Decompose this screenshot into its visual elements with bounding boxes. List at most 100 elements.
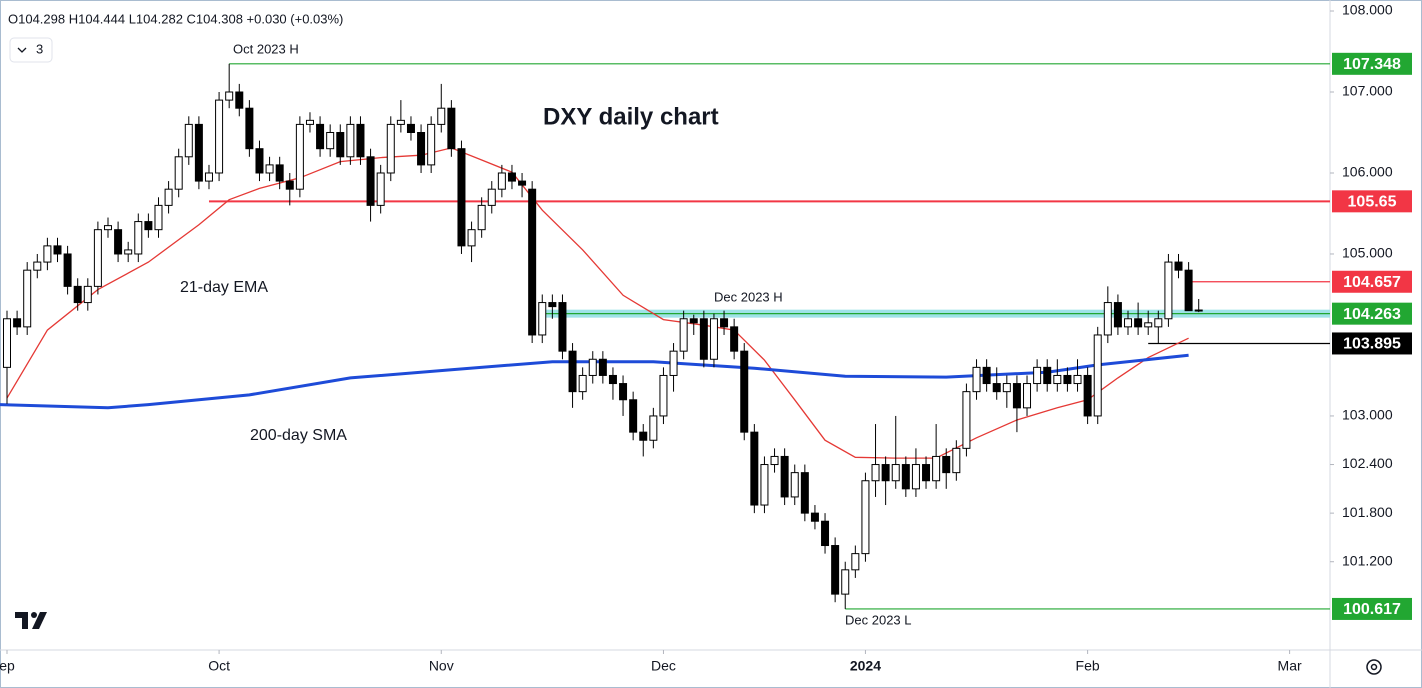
- candle-body: [619, 383, 628, 401]
- ema-label: 21-day EMA: [180, 279, 268, 296]
- candle-body: [497, 172, 506, 190]
- candle-body: [1134, 318, 1143, 328]
- x-tick-label: Nov: [429, 658, 454, 674]
- candle-body: [13, 318, 22, 328]
- candle-body: [33, 261, 42, 271]
- price-label-box: [1332, 332, 1412, 355]
- x-tick-label: Oct: [208, 658, 230, 674]
- ma-line: [6, 147, 1189, 459]
- price-label-box: [1332, 597, 1412, 620]
- candle-body: [215, 99, 224, 174]
- candle-body: [669, 350, 678, 376]
- candle-body: [1194, 309, 1203, 312]
- y-tick-label: 103.000: [1342, 407, 1393, 423]
- annotation: Dec 2023 H: [714, 289, 783, 304]
- x-tick-label: 2024: [850, 658, 881, 674]
- candle-body: [730, 326, 739, 352]
- overlay: O104.298 H104.444 L104.282 C104.308 +0.0…: [8, 11, 1382, 675]
- candle-body: [528, 188, 537, 336]
- y-tick-label: 101.800: [1342, 504, 1393, 520]
- candle-body: [245, 107, 254, 150]
- candle-body: [265, 164, 274, 174]
- candle-body: [295, 123, 304, 190]
- candle-body: [255, 148, 264, 174]
- candle-body: [1124, 318, 1133, 328]
- x-tick-label: Dec: [651, 658, 676, 674]
- y-tick-label: 105.000: [1342, 245, 1393, 261]
- annotation: Oct 2023 H: [233, 41, 299, 56]
- y-tick-label: 106.000: [1342, 164, 1393, 180]
- candle-body: [760, 464, 769, 506]
- candle-body: [1144, 322, 1153, 328]
- candle-body: [417, 131, 426, 166]
- candle-body: [144, 221, 153, 231]
- candle-body: [578, 374, 587, 393]
- x-tick-label: Feb: [1076, 658, 1100, 674]
- candle-body: [1033, 366, 1042, 385]
- price-label: 105.65: [1348, 194, 1397, 211]
- candle-body: [1073, 374, 1082, 385]
- candle-body: [204, 172, 213, 182]
- candle-body: [740, 350, 749, 433]
- candle-body: [366, 156, 375, 206]
- candle-body: [982, 366, 991, 385]
- candle-body: [770, 455, 779, 466]
- candle-body: [851, 553, 860, 571]
- candle-body: [164, 188, 173, 206]
- candle-body: [598, 358, 607, 376]
- annotation: Dec 2023 L: [845, 612, 912, 627]
- candle-body: [901, 464, 910, 490]
- candle-body: [911, 464, 920, 490]
- indicator-count: 3: [36, 41, 43, 56]
- candle-body: [43, 245, 52, 263]
- chevron-icon: [17, 47, 27, 53]
- price-label-box: [1332, 190, 1412, 213]
- candle-body: [346, 123, 355, 158]
- candle-body: [568, 350, 577, 393]
- candle-body: [184, 123, 193, 158]
- candle-body: [821, 520, 830, 547]
- candle-body: [518, 180, 527, 186]
- candle-body: [1053, 374, 1062, 385]
- indicator-toggle[interactable]: [9, 37, 53, 63]
- candle-body: [326, 131, 335, 150]
- x-tick-label: Mar: [1278, 658, 1302, 674]
- price-label-box: [1332, 52, 1412, 75]
- candle-body: [841, 569, 850, 595]
- candle-body: [952, 447, 961, 474]
- candle-body: [477, 204, 486, 231]
- y-tick-label: 108.000: [1342, 2, 1393, 18]
- candle-body: [679, 318, 688, 352]
- candle-body: [659, 374, 668, 417]
- candle-body: [427, 123, 436, 166]
- candle-body: [63, 253, 72, 287]
- candle-body: [356, 123, 365, 158]
- x-tick-label: ep: [0, 658, 15, 674]
- candle-body: [972, 366, 981, 393]
- candle-body: [1174, 261, 1183, 271]
- candle-body: [1113, 302, 1122, 328]
- candle-body: [285, 180, 294, 190]
- candle-body: [922, 464, 931, 482]
- candle-body: [154, 204, 163, 231]
- y-tick-label: 107.000: [1342, 83, 1393, 99]
- candle-body: [336, 131, 345, 158]
- candle-body: [962, 391, 971, 449]
- settings-icon[interactable]: [1366, 659, 1382, 675]
- candle-body: [114, 229, 123, 255]
- candle-body: [1043, 366, 1052, 385]
- plot-area: 108.000 107.000 106.000 105.000 103.000 102.4…: [0, 2, 1412, 674]
- candle-body: [1103, 302, 1112, 336]
- candle-body: [699, 318, 708, 360]
- candle-body: [780, 455, 789, 498]
- y-tick-label: 101.200: [1342, 552, 1393, 568]
- candle-body: [861, 480, 870, 555]
- candle-body: [538, 302, 547, 336]
- candle-body: [871, 464, 880, 482]
- price-label: 104.657: [1343, 274, 1401, 291]
- candle-body: [1184, 269, 1193, 312]
- candle-body: [73, 285, 82, 304]
- candle-body: [437, 107, 446, 125]
